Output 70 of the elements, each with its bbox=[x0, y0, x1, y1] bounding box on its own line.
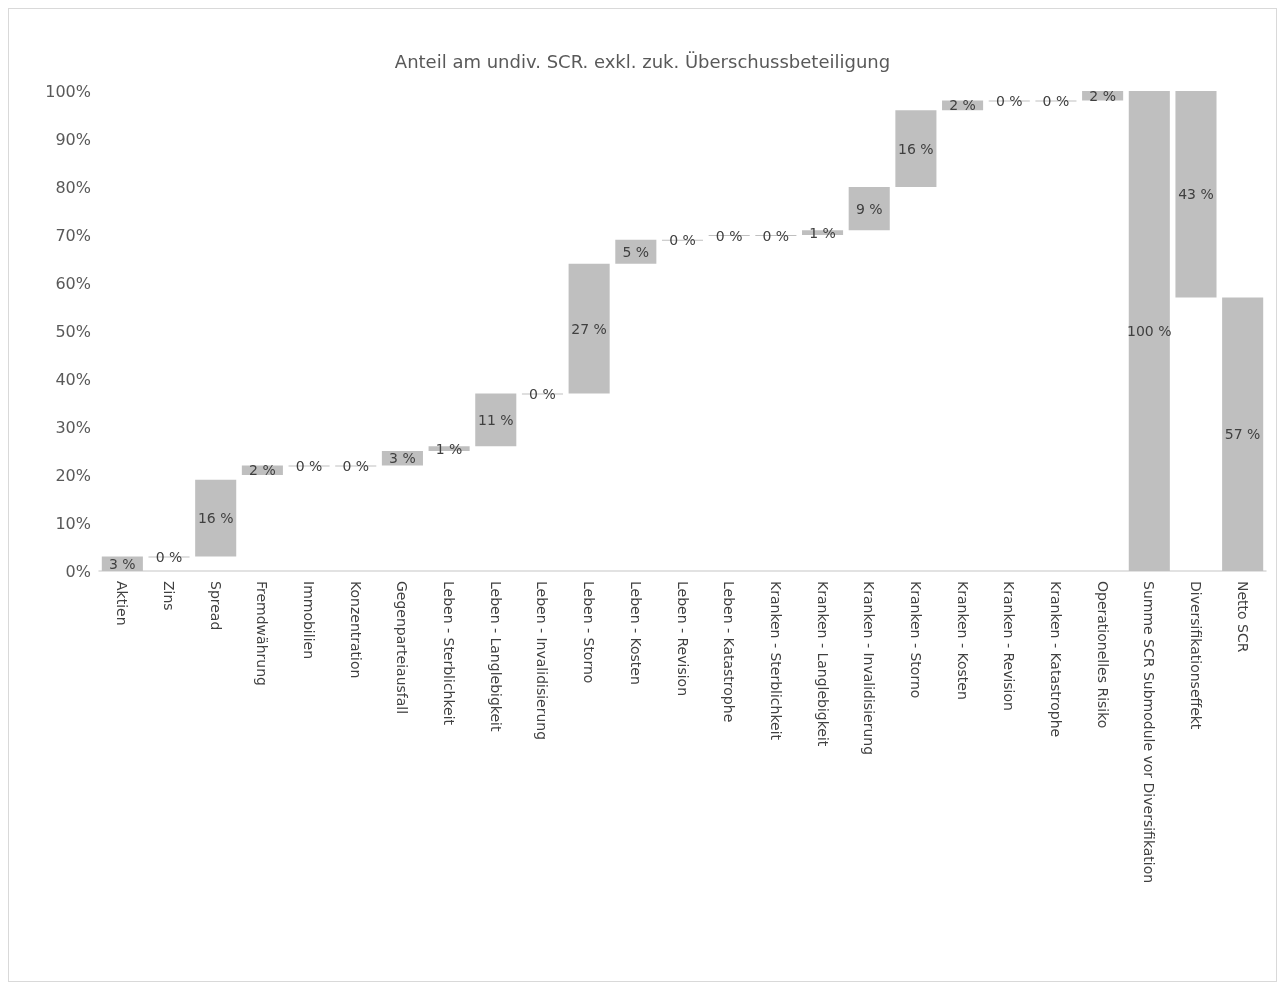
x-tick-label: Leben - Katastrophe bbox=[721, 581, 738, 723]
x-tick-label: Gegenparteiausfall bbox=[394, 581, 411, 715]
bar bbox=[895, 110, 937, 187]
data-label: 9 % bbox=[855, 200, 883, 217]
x-tick-label: Summe SCR Submodule vor Diversifikation bbox=[1141, 581, 1158, 884]
x-tick-label: Leben - Invalidisierung bbox=[534, 581, 551, 741]
data-label: 16 % bbox=[197, 510, 234, 527]
y-tick-label: 50% bbox=[55, 321, 91, 341]
y-tick-label: 90% bbox=[55, 129, 91, 149]
y-tick-label: 100% bbox=[45, 81, 91, 101]
data-label: 3 % bbox=[109, 555, 136, 572]
y-tick-label: 0% bbox=[65, 561, 91, 581]
x-tick-label: Leben - Storno bbox=[581, 581, 598, 684]
y-tick-label: 60% bbox=[55, 273, 91, 293]
data-label: 0 % bbox=[529, 385, 556, 402]
data-label: 0 % bbox=[715, 227, 743, 244]
y-tick-label: 10% bbox=[55, 513, 91, 533]
x-tick-label: Leben - Kosten bbox=[627, 581, 644, 685]
data-label: 0 % bbox=[295, 457, 323, 474]
data-label: 16 % bbox=[898, 140, 934, 157]
x-tick-label: Kranken - Invalidisierung bbox=[861, 581, 878, 756]
data-label: 0 % bbox=[762, 227, 790, 244]
x-tick-label: Aktien bbox=[114, 581, 131, 626]
data-label: 0 % bbox=[669, 232, 696, 249]
bar bbox=[848, 187, 890, 231]
x-tick-label: Netto SCR bbox=[1234, 581, 1251, 653]
data-label: 5 % bbox=[622, 243, 650, 260]
y-tick-label: 40% bbox=[55, 369, 91, 389]
data-label: 11 % bbox=[477, 411, 514, 428]
x-tick-label: Fremdwährung bbox=[254, 581, 271, 686]
x-tick-label: Kranken - Revision bbox=[1001, 581, 1018, 711]
bar bbox=[568, 263, 610, 394]
x-tick-label: Kranken - Langlebigkeit bbox=[814, 581, 831, 747]
data-label: 3 % bbox=[389, 450, 416, 467]
data-label: 0 % bbox=[342, 457, 370, 474]
data-label: 27 % bbox=[571, 320, 607, 337]
data-label: 2 % bbox=[249, 462, 276, 479]
x-tick-label: Immobilien bbox=[301, 581, 318, 660]
data-label: 1 % bbox=[809, 224, 836, 241]
data-label: 0 % bbox=[995, 93, 1023, 110]
x-tick-label: Kranken - Kosten bbox=[954, 581, 971, 700]
x-tick-label: Konzentration bbox=[347, 581, 364, 679]
data-label: 2 % bbox=[1089, 87, 1116, 104]
data-label: 43 % bbox=[1178, 186, 1214, 203]
x-tick-label: Diversifikationseffekt bbox=[1187, 581, 1204, 730]
x-tick-label: Spread bbox=[207, 581, 224, 631]
chart-title: Anteil am undiv. SCR. exkl. zuk. Überschussbeteiligung bbox=[394, 50, 891, 72]
bar bbox=[1128, 91, 1170, 571]
data-label: 1 % bbox=[435, 440, 463, 457]
y-tick-label: 70% bbox=[55, 225, 91, 245]
data-label: 0 % bbox=[1042, 93, 1070, 110]
x-tick-label: Zins bbox=[161, 581, 178, 611]
data-label: 2 % bbox=[949, 97, 976, 114]
data-label: 57 % bbox=[1224, 426, 1261, 443]
y-tick-label: 30% bbox=[55, 417, 91, 437]
data-label: 100 % bbox=[1127, 323, 1172, 339]
x-tick-label: Leben - Revision bbox=[674, 581, 691, 697]
bar bbox=[1175, 91, 1217, 298]
x-tick-label: Kranken - Katastrophe bbox=[1047, 581, 1064, 738]
x-tick-label: Leben - Sterblichkeit bbox=[441, 581, 458, 726]
y-tick-label: 20% bbox=[55, 465, 91, 485]
y-tick-label: 80% bbox=[55, 177, 91, 197]
bar bbox=[1222, 297, 1264, 571]
bar bbox=[195, 479, 237, 557]
x-tick-label: Kranken - Storno bbox=[907, 581, 924, 699]
x-tick-label: Kranken - Sterblichkeit bbox=[767, 581, 784, 741]
data-label: 0 % bbox=[155, 549, 183, 566]
x-tick-label: Leben - Langlebigkeit bbox=[487, 581, 504, 732]
x-tick-label: Operationelles Risiko bbox=[1094, 581, 1111, 729]
bar bbox=[475, 393, 517, 447]
